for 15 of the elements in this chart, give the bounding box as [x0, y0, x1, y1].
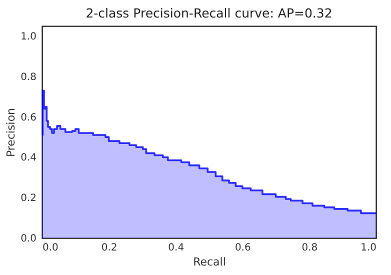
x-tick-label: 0.4 — [168, 242, 184, 254]
y-tick-label: 0.8 — [20, 72, 36, 83]
y-tick-label: 1.0 — [20, 32, 36, 43]
y-tick-label: 0.0 — [20, 234, 36, 244]
x-tick-label: 0.2 — [101, 242, 118, 254]
y-tick-label: 0.4 — [20, 152, 36, 164]
x-axis-title: Recall — [193, 256, 226, 268]
x-tick-label: 0.6 — [234, 242, 251, 254]
y-axis-title: Precision — [4, 108, 18, 158]
x-tick-label: 0.0 — [42, 242, 58, 254]
y-tick-label: 0.6 — [20, 112, 36, 124]
y-tick-label: 0.2 — [20, 193, 36, 204]
x-tick-label: 1.0 — [360, 242, 376, 254]
chart-title: 2-class Precision-Recall curve: AP=0.32 — [86, 6, 332, 20]
x-tick-label: 0.8 — [302, 242, 318, 254]
